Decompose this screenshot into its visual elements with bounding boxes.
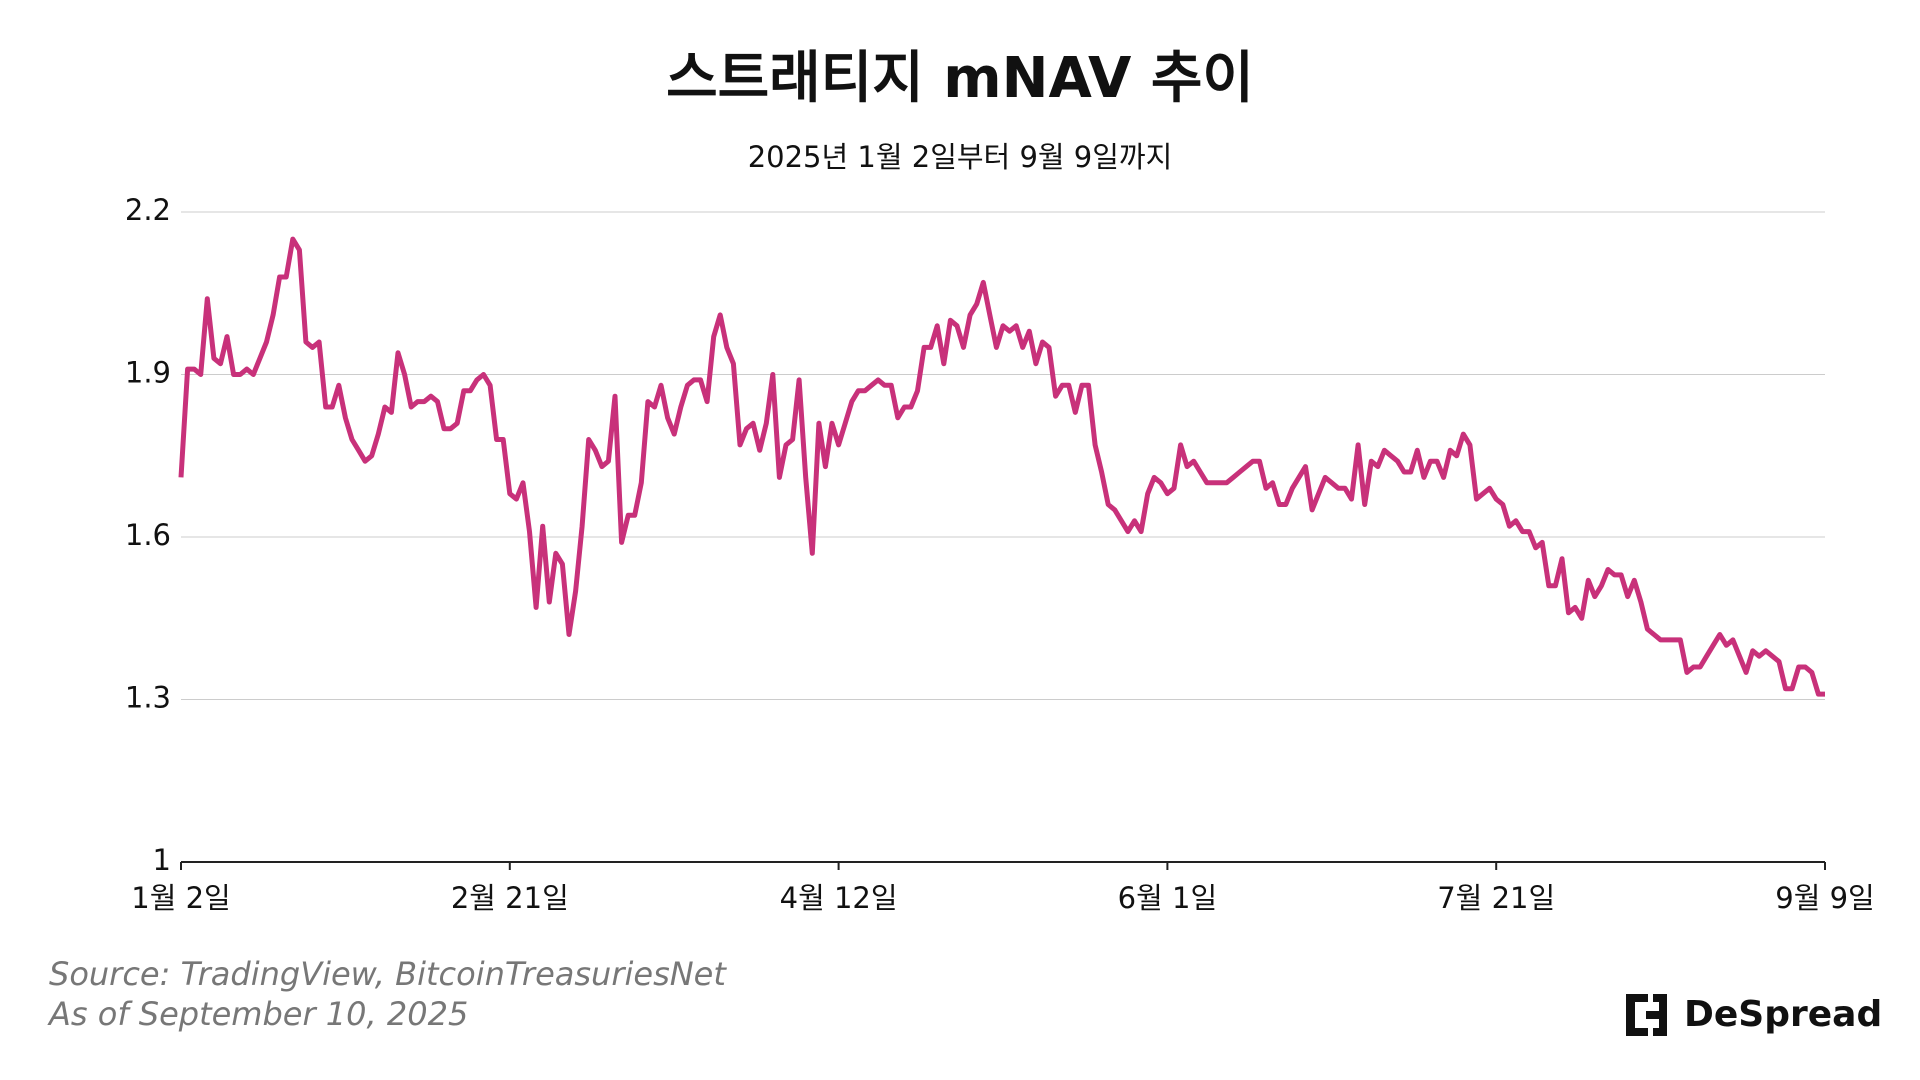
- x-tick-label: 9월 9일: [1775, 881, 1874, 915]
- chart-subtitle: 2025년 1월 2일부터 9월 9일까지: [748, 140, 1173, 174]
- x-tick-label: 4월 12일: [780, 881, 898, 915]
- x-tick-label: 7월 21일: [1437, 881, 1555, 915]
- chart-title: 스트래티지 mNAV 추이: [666, 46, 1254, 111]
- x-tick-label: 1월 2일: [131, 881, 230, 915]
- data-line: [178, 236, 1825, 697]
- x-tick-label: 2월 21일: [451, 881, 569, 915]
- source-note: Source: TradingView, BitcoinTreasuriesNe…: [49, 955, 727, 993]
- y-tick-label: 1: [153, 843, 171, 877]
- logo-text: DeSpread: [1684, 994, 1882, 1035]
- y-tick-label: 1.6: [125, 518, 171, 552]
- logo-icon: [1626, 994, 1667, 1036]
- y-tick-label: 1.9: [125, 356, 171, 390]
- y-tick-label: 2.2: [125, 193, 171, 227]
- x-tick-label: 6월 1일: [1118, 881, 1217, 915]
- date-note: As of September 10, 2025: [47, 995, 468, 1033]
- y-tick-label: 1.3: [125, 681, 171, 715]
